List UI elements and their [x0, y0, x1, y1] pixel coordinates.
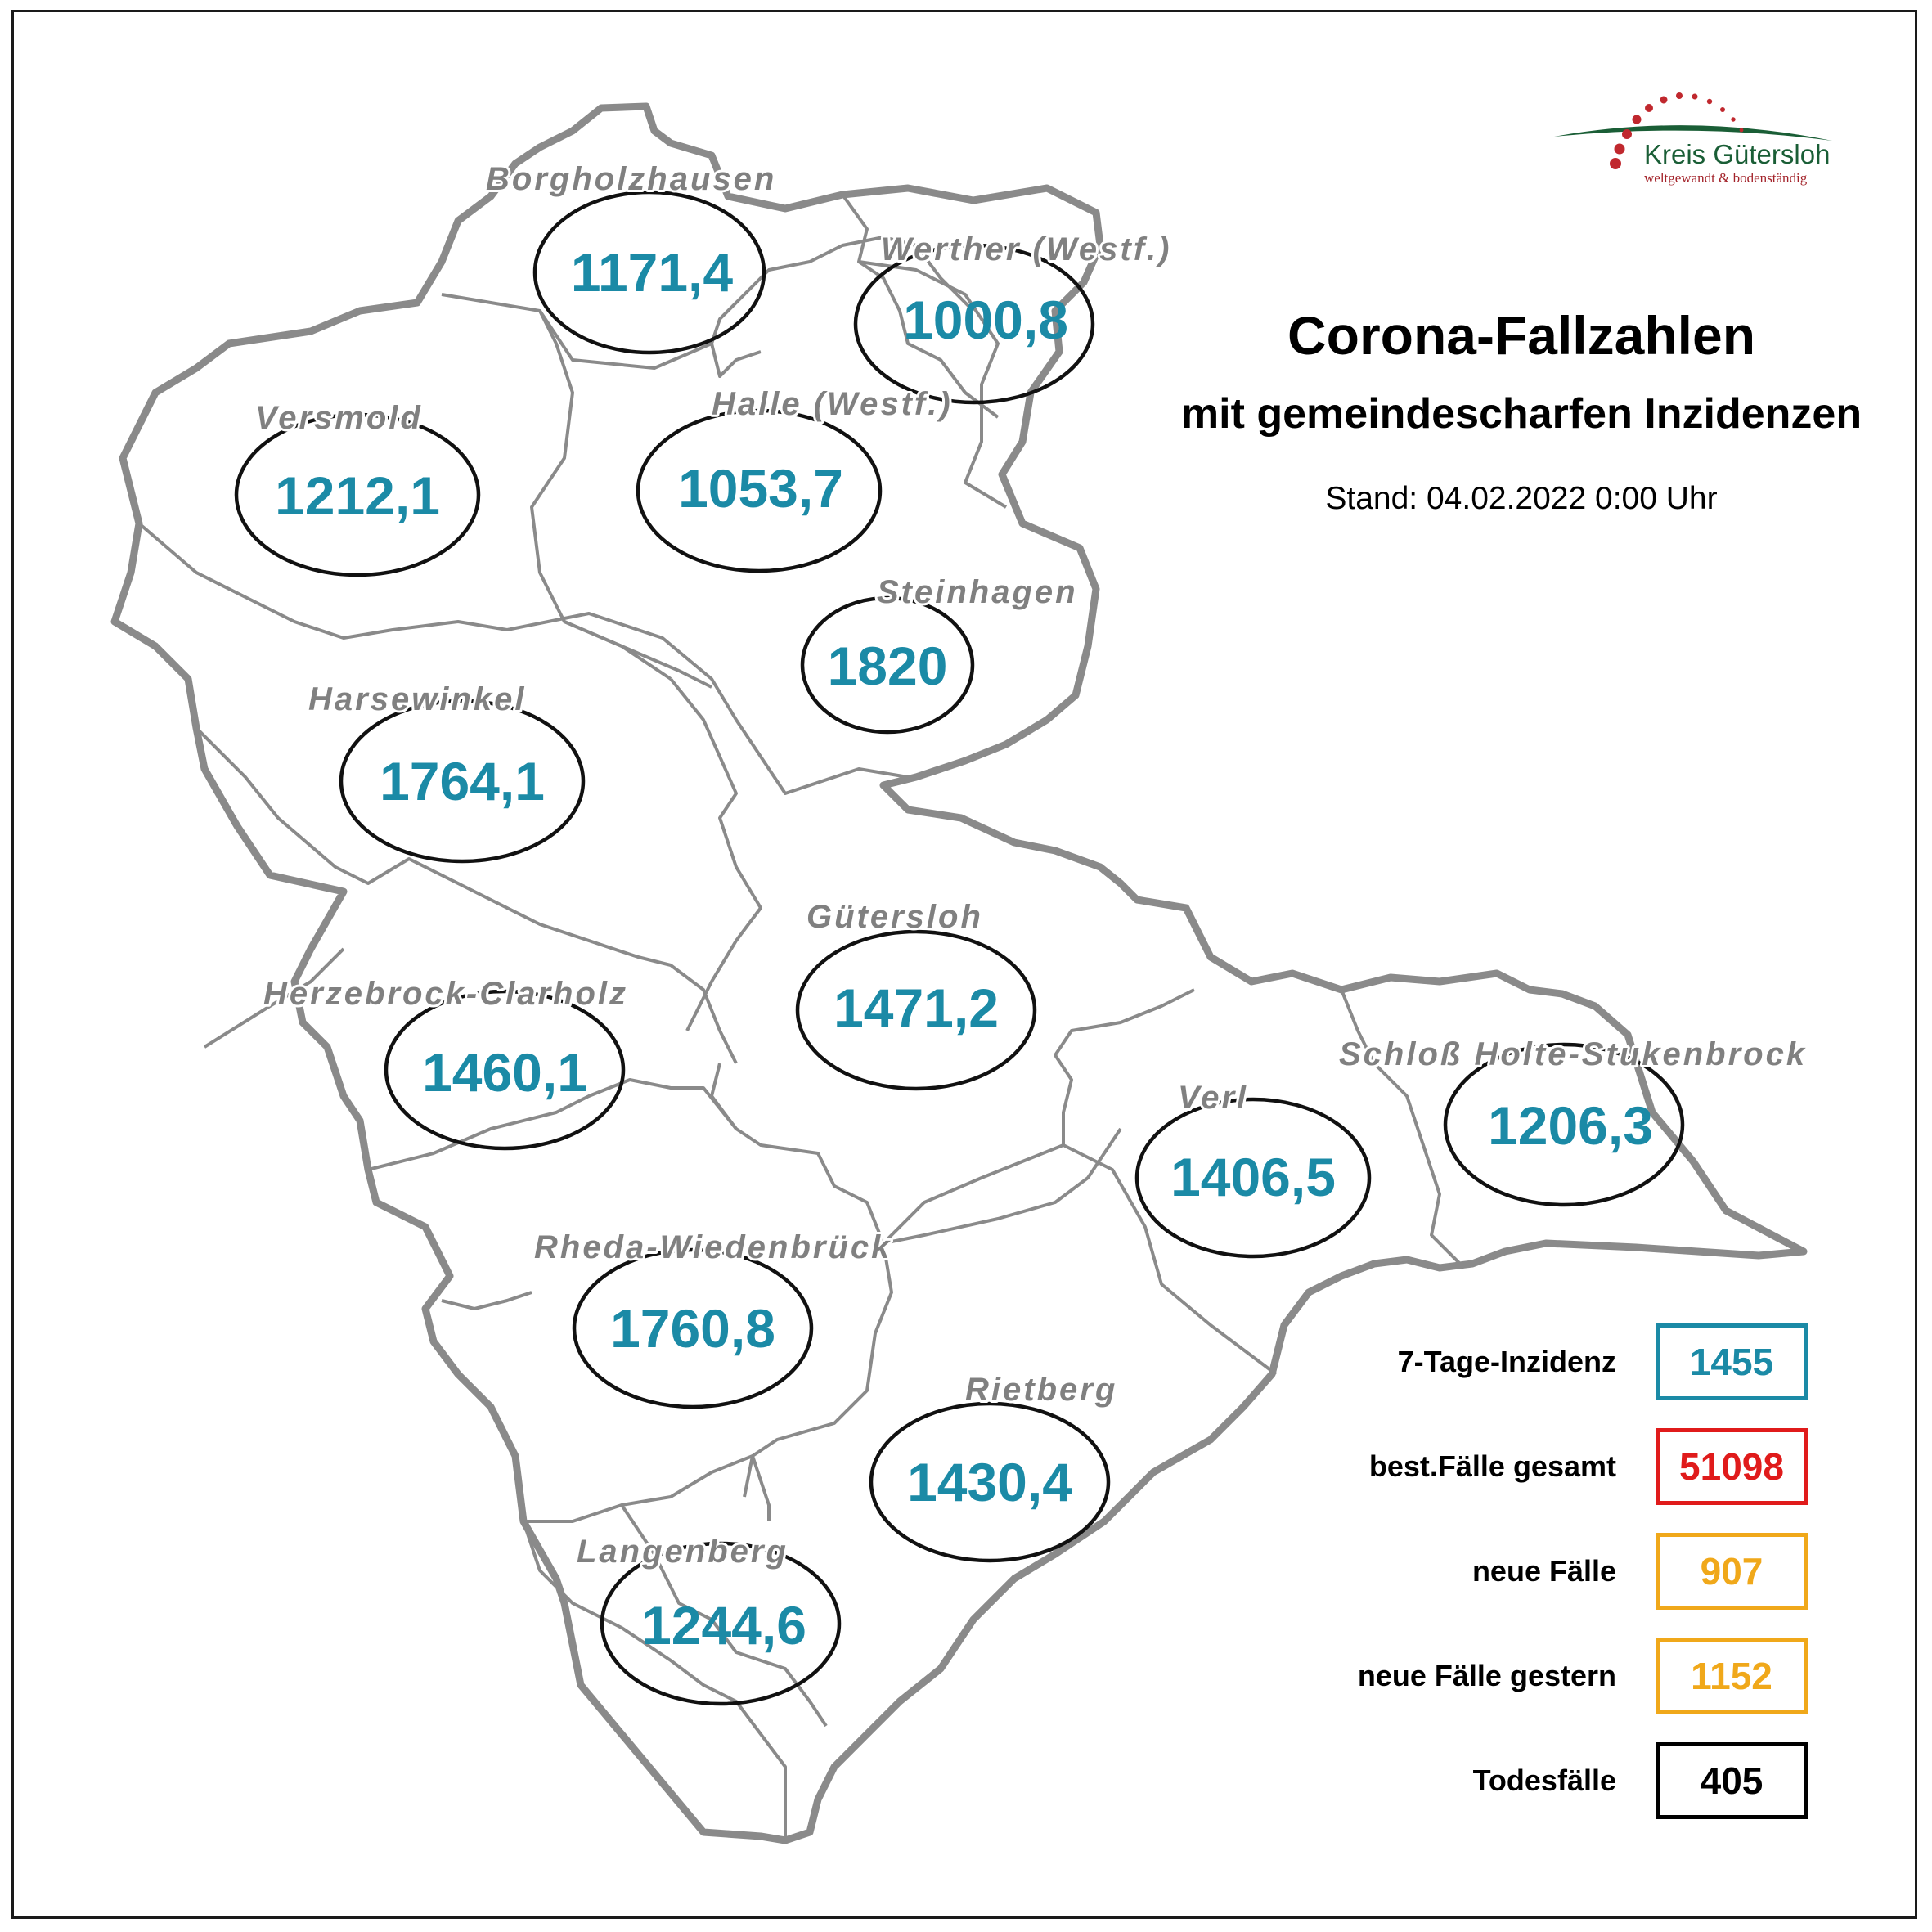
muni-borgholzhausen: Borgholzhausen 1171,4 [483, 159, 776, 303]
muni-value: 1244,6 [641, 1595, 806, 1656]
muni-value: 1430,4 [907, 1452, 1072, 1512]
muni-value: 1471,2 [833, 977, 999, 1038]
legend-row-inzidenz: 7-Tage-Inzidenz 1455 [1276, 1323, 1808, 1405]
muni-name: Langenberg [577, 1534, 789, 1570]
muni-value: 1760,8 [610, 1298, 775, 1359]
muni-halle: Halle (Westf.) 1053,7 [678, 384, 953, 519]
muni-value: 1764,1 [380, 751, 545, 811]
legend-label: neue Fälle [1471, 1554, 1616, 1588]
muni-name: Harsewinkel [308, 681, 526, 717]
legend-label: Todesfälle [1472, 1764, 1616, 1797]
legend-row-neue-faelle-gestern: neue Fälle gestern 1152 [1276, 1638, 1808, 1719]
logo-slogan: weltgewandt & bodenständig [1644, 170, 1808, 186]
muni-value: 1206,3 [1488, 1095, 1653, 1156]
muni-value: 1000,8 [903, 290, 1068, 350]
muni-name: Rietberg [965, 1372, 1117, 1408]
muni-name: Werther (Westf.) [881, 231, 1171, 267]
muni-rietberg: Rietberg 1430,4 [907, 1369, 1117, 1512]
muni-name: Rheda-Wiedenbrück [534, 1229, 892, 1265]
legend-label: 7-Tage-Inzidenz [1397, 1345, 1616, 1378]
legend-label: best.Fälle gesamt [1368, 1449, 1616, 1483]
legend-value: 405 [1656, 1742, 1808, 1819]
legend-row-todesfaelle: Todesfälle 405 [1276, 1742, 1808, 1824]
legend-value: 1455 [1656, 1323, 1808, 1400]
muni-steinhagen: Steinhagen 1820 [828, 572, 1078, 696]
muni-name: Herzebrock-Clarholz [263, 976, 628, 1012]
muni-value: 1820 [828, 636, 948, 696]
muni-value: 1406,5 [1170, 1147, 1336, 1207]
muni-guetersloh: Gütersloh 1471,2 [804, 896, 999, 1038]
legend-label: neue Fälle gestern [1357, 1659, 1616, 1692]
muni-name: Borgholzhausen [486, 161, 776, 197]
legend-row-neue-faelle: neue Fälle 907 [1276, 1533, 1808, 1615]
muni-harsewinkel: Harsewinkel 1764,1 [306, 679, 545, 811]
municipality-labels: Borgholzhausen 1171,4 Werther (Westf.) 1… [253, 159, 1807, 1656]
muni-name: Steinhagen [877, 574, 1078, 610]
logo-name: Kreis Gütersloh [1644, 139, 1831, 169]
logo-arc-icon [1554, 92, 1832, 169]
muni-rheda-wiedenbrueck: Rheda-Wiedenbrück 1760,8 [532, 1227, 892, 1359]
muni-werther: Werther (Westf.) 1000,8 [878, 229, 1171, 350]
status-date: Stand: 04.02.2022 0:00 Uhr [1325, 481, 1718, 516]
incidence-ellipses [234, 190, 1685, 1706]
muni-value: 1212,1 [275, 465, 440, 526]
internal-boundaries [137, 193, 1466, 1840]
legend-value: 51098 [1656, 1428, 1808, 1505]
muni-name: Halle (Westf.) [712, 386, 953, 422]
legend-row-faelle-gesamt: best.Fälle gesamt 51098 [1276, 1428, 1808, 1510]
muni-value: 1171,4 [571, 242, 734, 303]
muni-name: Versmold [255, 400, 423, 436]
muni-langenberg: Langenberg 1244,6 [574, 1531, 806, 1656]
muni-value: 1460,1 [422, 1042, 587, 1103]
muni-name: Gütersloh [806, 899, 983, 935]
page-subtitle: mit gemeindescharfen Inzidenzen [1180, 390, 1862, 438]
muni-name: Schloß Holte-Stukenbrock [1339, 1036, 1807, 1072]
muni-schloss-holte: Schloß Holte-Stukenbrock 1206,3 [1337, 1034, 1807, 1156]
map-frame [11, 10, 1917, 1919]
muni-value: 1053,7 [678, 458, 843, 519]
muni-herzebrock-clarholz: Herzebrock-Clarholz 1460,1 [261, 973, 628, 1103]
muni-verl: Verl 1406,5 [1170, 1077, 1336, 1207]
page-title: Corona-Fallzahlen [1287, 305, 1756, 366]
legend-value: 1152 [1656, 1638, 1808, 1714]
legend-value: 907 [1656, 1533, 1808, 1610]
kreis-guetersloh-logo: Kreis Gütersloh weltgewandt & bodenständ… [1550, 67, 1844, 198]
muni-name: Verl [1178, 1080, 1248, 1116]
muni-versmold: Versmold 1212,1 [253, 398, 440, 526]
